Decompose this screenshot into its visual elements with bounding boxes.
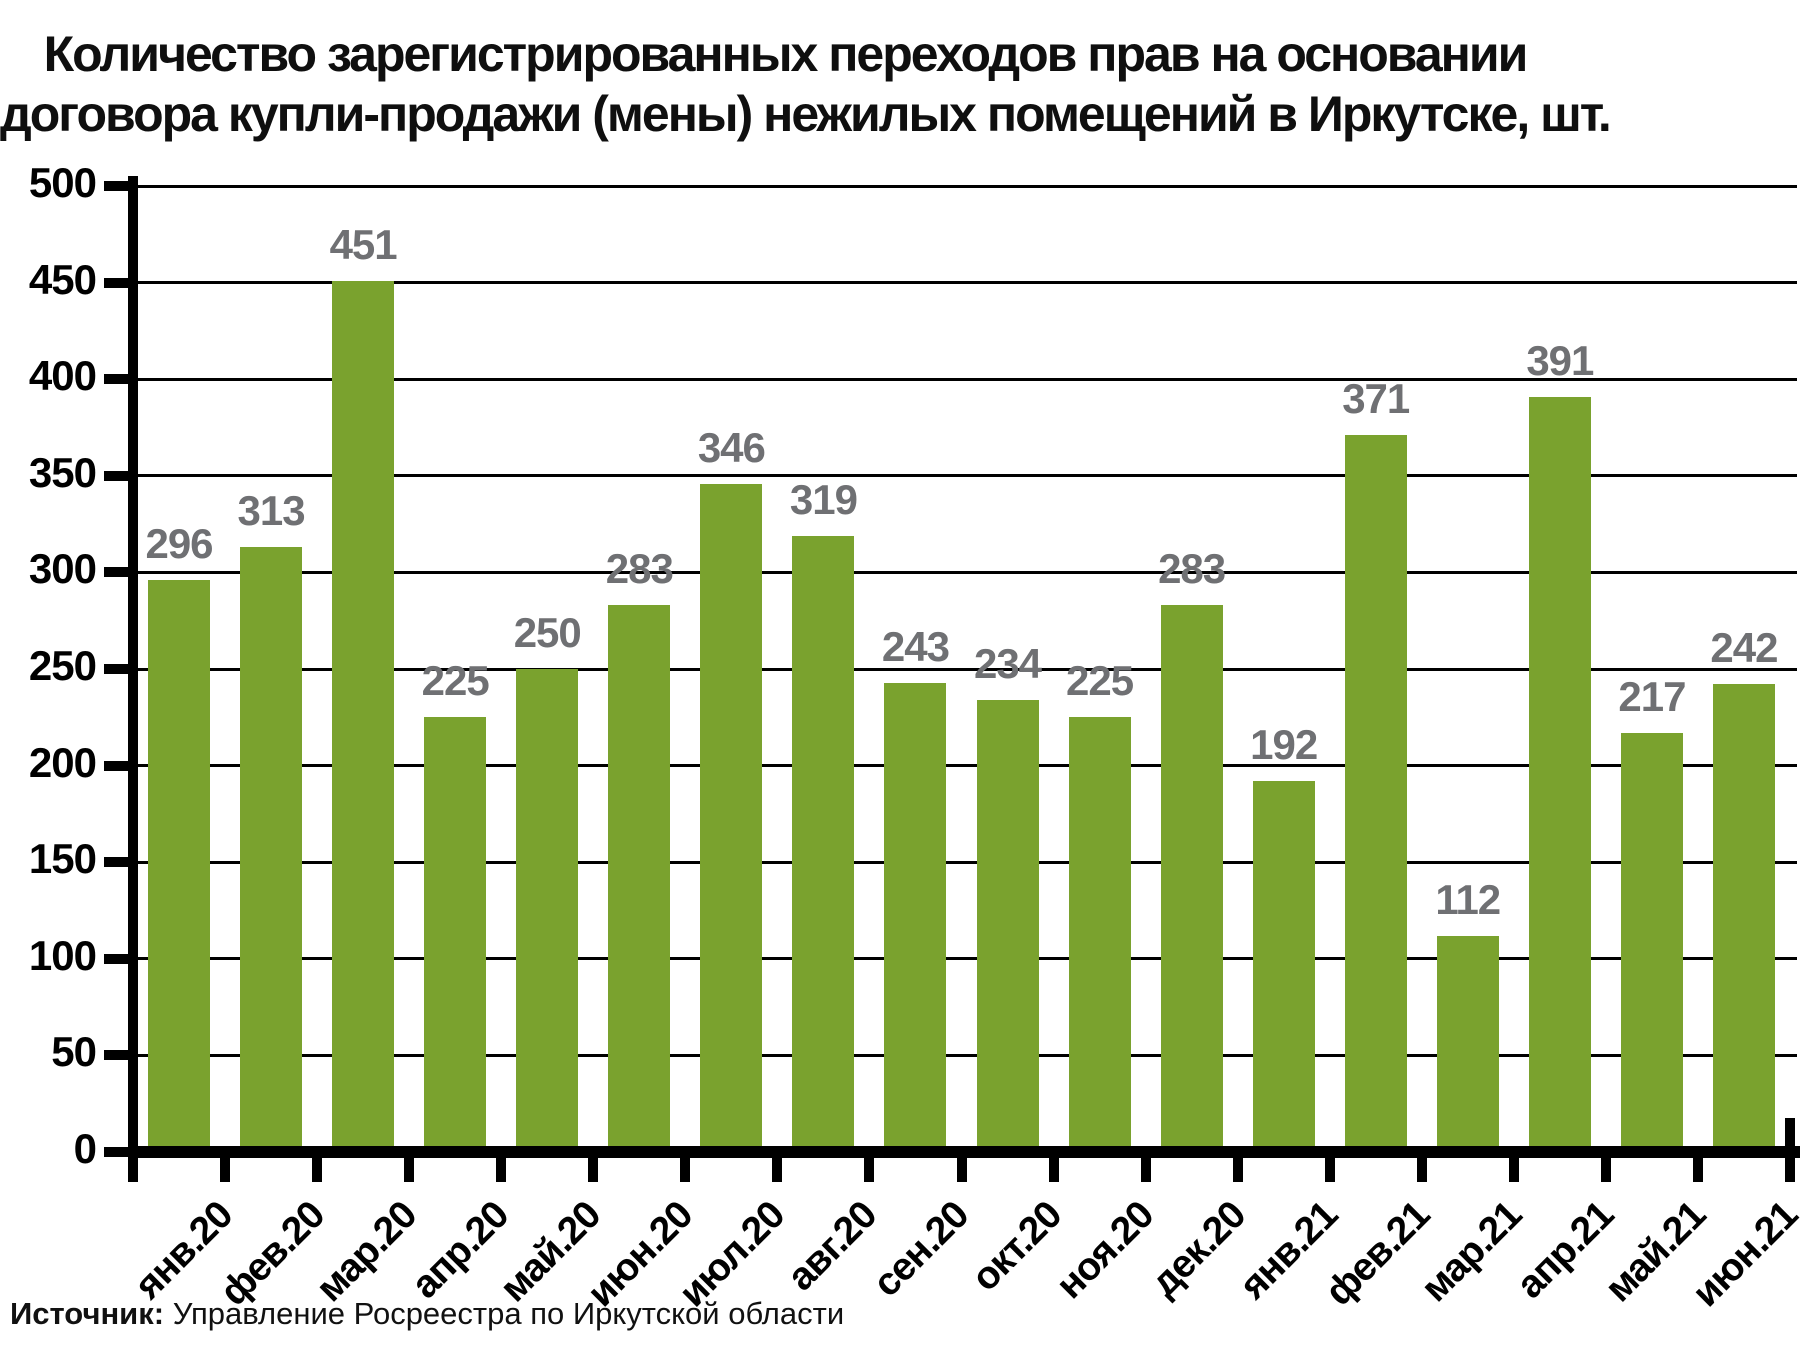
bar-мар.21 bbox=[1436, 935, 1499, 1152]
gridline-150 bbox=[138, 860, 1797, 864]
value-label-май.20: 250 bbox=[513, 609, 582, 656]
bar-янв.20 bbox=[148, 580, 211, 1152]
x-axis-tick-17 bbox=[1692, 1158, 1703, 1182]
x-axis-tick-2 bbox=[312, 1158, 323, 1182]
chart-title-line1: Количество зарегистрированных переходов … bbox=[43, 26, 1529, 82]
x-axis-tick-1 bbox=[220, 1158, 231, 1182]
y-axis-tick-0 bbox=[104, 1147, 128, 1157]
x-axis-tick-13 bbox=[1324, 1158, 1335, 1182]
value-label-фев.20: 313 bbox=[237, 487, 306, 535]
y-axis-tick-350 bbox=[104, 470, 128, 481]
x-axis-tick-12 bbox=[1232, 1158, 1243, 1182]
x-axis-end-cap bbox=[1785, 1118, 1795, 1146]
bar-июн.21 bbox=[1712, 684, 1775, 1152]
gridline-300 bbox=[138, 570, 1797, 574]
y-axis-tick-200 bbox=[104, 760, 128, 771]
gridline-500 bbox=[138, 184, 1797, 188]
value-label-янв.20: 296 bbox=[145, 520, 213, 568]
bar-дек.20 bbox=[1160, 605, 1223, 1152]
y-axis-tick-400 bbox=[104, 374, 128, 385]
bar-фев.21 bbox=[1344, 435, 1407, 1152]
source-label: Источник: bbox=[10, 1296, 165, 1331]
y-axis-tick-250 bbox=[104, 664, 128, 674]
x-axis-tick-4 bbox=[496, 1158, 507, 1182]
y-axis-label-350: 350 bbox=[28, 448, 97, 496]
value-label-ноя.20: 225 bbox=[1066, 657, 1134, 705]
value-label-янв.21: 192 bbox=[1250, 721, 1318, 769]
y-axis-label-450: 450 bbox=[28, 255, 97, 303]
bar-апр.21 bbox=[1528, 396, 1591, 1152]
gridline-350 bbox=[138, 474, 1797, 478]
value-label-фев.21: 371 bbox=[1342, 375, 1410, 423]
bar-май.20 bbox=[516, 669, 579, 1152]
x-axis-tick-0 bbox=[128, 1158, 138, 1182]
y-axis-label-150: 150 bbox=[28, 835, 97, 883]
value-label-июл.20: 346 bbox=[697, 423, 766, 471]
bar-июл.20 bbox=[700, 483, 763, 1152]
gridline-50 bbox=[138, 1053, 1797, 1057]
bar-апр.20 bbox=[424, 717, 487, 1152]
value-label-сен.20: 243 bbox=[881, 622, 950, 670]
y-axis-label-400: 400 bbox=[28, 352, 97, 400]
x-axis-tick-3 bbox=[404, 1158, 415, 1182]
y-axis-label-0: 0 bbox=[73, 1125, 97, 1172]
value-label-дек.20: 283 bbox=[1158, 545, 1226, 593]
x-axis-tick-7 bbox=[772, 1158, 783, 1182]
x-axis-tick-18 bbox=[1785, 1158, 1795, 1182]
x-axis-tick-5 bbox=[588, 1158, 599, 1182]
value-label-июн.21: 242 bbox=[1710, 624, 1778, 672]
y-axis-tick-450 bbox=[104, 277, 128, 288]
source-note: Источник: Управление Росреестра по Иркут… bbox=[10, 1296, 844, 1332]
gridline-100 bbox=[138, 957, 1797, 961]
y-axis-label-300: 300 bbox=[28, 545, 97, 593]
value-label-июн.20: 283 bbox=[605, 545, 674, 593]
value-label-мар.21: 112 bbox=[1435, 875, 1501, 923]
value-label-авг.20: 319 bbox=[789, 475, 858, 523]
x-axis-tick-15 bbox=[1508, 1158, 1519, 1182]
y-axis-label-500: 500 bbox=[28, 159, 97, 206]
bar-мар.20 bbox=[332, 280, 395, 1152]
y-axis-label-200: 200 bbox=[28, 738, 97, 786]
x-axis-tick-9 bbox=[956, 1158, 967, 1182]
bar-авг.20 bbox=[792, 535, 855, 1152]
chart-title-line2: договора купли-продажи (мены) нежилых по… bbox=[0, 86, 1612, 142]
y-axis-label-250: 250 bbox=[28, 642, 97, 689]
y-axis-tick-50 bbox=[104, 1050, 128, 1061]
x-axis-line bbox=[128, 1146, 1800, 1158]
bar-май.21 bbox=[1620, 732, 1683, 1152]
bar-ноя.20 bbox=[1068, 717, 1131, 1152]
gridline-400 bbox=[138, 377, 1797, 381]
bar-сен.20 bbox=[884, 682, 947, 1152]
bar-окт.20 bbox=[976, 699, 1039, 1152]
value-label-мар.20: 451 bbox=[329, 220, 398, 268]
y-axis-label-100: 100 bbox=[28, 931, 97, 979]
value-label-окт.20: 234 bbox=[973, 639, 1042, 687]
x-axis-tick-8 bbox=[864, 1158, 875, 1182]
bar-фев.20 bbox=[240, 547, 303, 1152]
y-axis-line bbox=[128, 176, 138, 1158]
source-text: Управление Росреестра по Иркутской облас… bbox=[164, 1296, 845, 1331]
y-axis-tick-500 bbox=[104, 181, 128, 191]
value-label-апр.21: 391 bbox=[1526, 336, 1594, 384]
gridline-200 bbox=[138, 764, 1797, 768]
y-axis-label-50: 50 bbox=[51, 1028, 97, 1076]
value-label-май.21: 217 bbox=[1618, 672, 1686, 720]
y-axis-tick-100 bbox=[104, 953, 128, 964]
value-label-апр.20: 225 bbox=[421, 657, 490, 705]
gridline-450 bbox=[138, 281, 1797, 285]
x-axis-tick-10 bbox=[1048, 1158, 1059, 1182]
x-axis-tick-6 bbox=[680, 1158, 691, 1182]
x-axis-tick-14 bbox=[1416, 1158, 1427, 1182]
y-axis-tick-300 bbox=[104, 567, 128, 578]
chart-title: Количество зарегистрированных переходов … bbox=[0, 24, 1612, 144]
gridline-250 bbox=[138, 667, 1797, 671]
y-axis-tick-150 bbox=[104, 857, 128, 868]
x-axis-tick-16 bbox=[1600, 1158, 1611, 1182]
x-axis-tick-11 bbox=[1140, 1158, 1151, 1182]
bar-янв.21 bbox=[1252, 781, 1315, 1152]
bar-июн.20 bbox=[608, 605, 671, 1152]
